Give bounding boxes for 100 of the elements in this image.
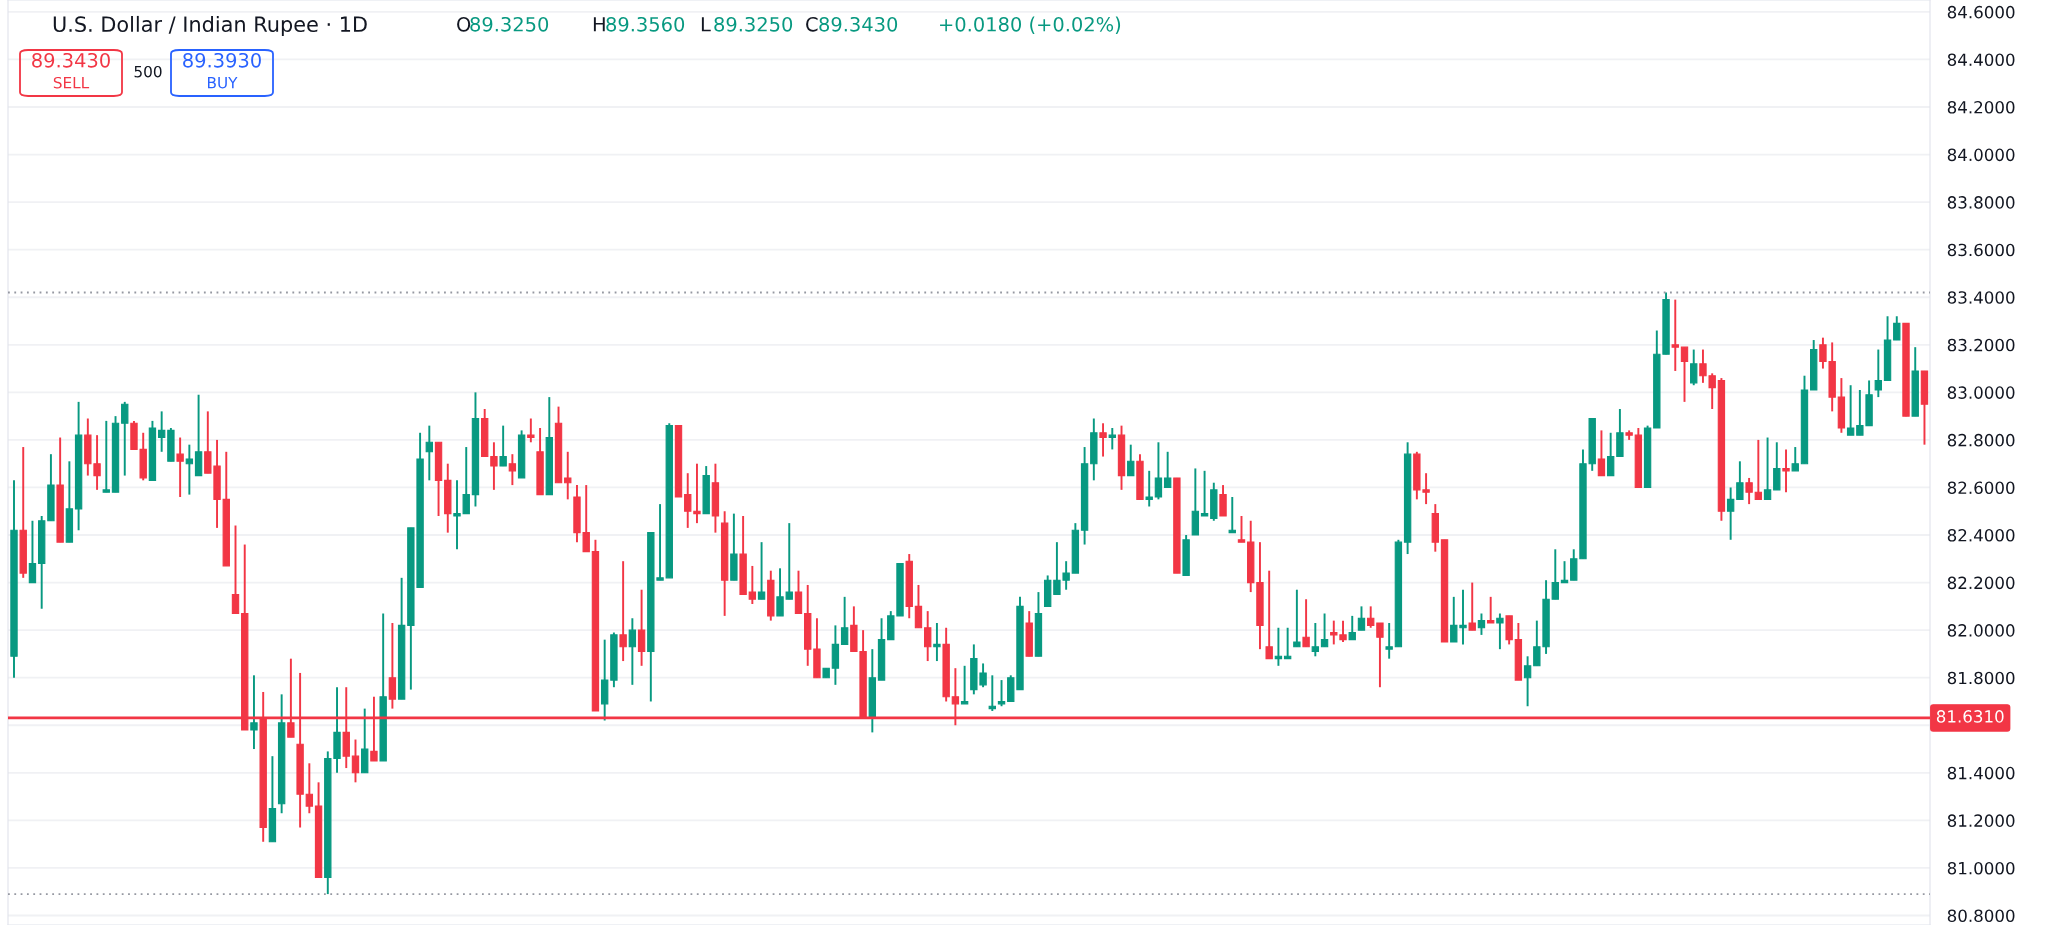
candlestick <box>185 443 194 496</box>
candlestick <box>794 569 803 615</box>
candlestick <box>564 450 572 501</box>
annotation: 500 <box>134 65 162 78</box>
y-tick-label: 83.0000 <box>1947 386 2015 399</box>
candlestick <box>600 638 609 722</box>
candlestick <box>1846 384 1855 437</box>
candlestick <box>1773 441 1781 491</box>
candlestick <box>1754 438 1763 501</box>
candlestick <box>28 519 37 584</box>
y-tick-label: 84.6000 <box>1947 5 2015 19</box>
candlestick <box>1228 496 1236 534</box>
candlestick <box>1597 429 1606 477</box>
candlestick <box>1154 441 1163 501</box>
y-tick-label: 83.4000 <box>1947 291 2015 304</box>
text: U.S. Dollar / Indian Rupee · 1D <box>53 15 367 37</box>
candlestick <box>924 610 932 663</box>
candlestick <box>619 560 627 663</box>
candlestick <box>1874 348 1883 399</box>
candlestick <box>1099 422 1107 458</box>
candlestick <box>1385 622 1393 660</box>
candlestick <box>1551 548 1559 601</box>
candlestick <box>1367 605 1375 629</box>
candlestick <box>508 453 517 487</box>
candlestick <box>748 564 757 605</box>
candlestick <box>425 424 434 482</box>
y-tick-label: 82.4000 <box>1947 528 2015 542</box>
y-tick-label: 84.2000 <box>1947 100 2015 114</box>
candlestick <box>1191 467 1200 536</box>
candlestick <box>1496 612 1504 651</box>
candlestick <box>1726 486 1735 541</box>
candlestick <box>176 436 184 498</box>
y-tick-label: 83.6000 <box>1947 243 2015 257</box>
candlestick <box>1357 605 1366 632</box>
candlestick <box>933 622 941 663</box>
candlestick <box>490 441 498 491</box>
candlestick <box>1616 408 1624 458</box>
candlestick <box>499 424 507 468</box>
candlestick <box>1486 595 1495 624</box>
candlestick <box>1108 427 1116 451</box>
candlestick <box>351 738 360 784</box>
candlestick <box>1606 431 1615 477</box>
candlestick <box>1265 569 1273 660</box>
candlestick <box>1745 476 1753 506</box>
annotation: SELL <box>53 76 90 89</box>
y-tick-label: 83.2000 <box>1947 338 2015 352</box>
y-tick-label: 80.8000 <box>1947 909 2015 923</box>
candlestick <box>1680 346 1689 403</box>
candlestick <box>1671 298 1679 372</box>
candlestick <box>1219 484 1227 517</box>
y-tick-label: 82.0000 <box>1947 624 2015 637</box>
candlestick <box>1348 614 1356 641</box>
y-tick-label: 84.0000 <box>1947 148 2015 162</box>
candlestick <box>1468 581 1476 632</box>
candlestick <box>1293 588 1301 648</box>
candlestick <box>1763 436 1772 501</box>
candlestick <box>628 617 637 686</box>
candlestick <box>840 595 849 646</box>
annotation: C89.3430 <box>806 16 898 32</box>
candlestick <box>1736 460 1744 501</box>
candlestick <box>527 417 535 444</box>
y-tick-label: 81.2000 <box>1947 814 2015 827</box>
candlestick <box>1782 448 1790 494</box>
candlestick <box>1145 469 1153 508</box>
candlestick <box>121 400 129 477</box>
annotation: H89.3560 <box>593 16 685 32</box>
annotation: 89.3430 <box>32 52 110 68</box>
candlestick <box>637 588 646 667</box>
y-tick-label: 83.8000 <box>1947 196 2015 209</box>
candlestick <box>757 541 766 601</box>
candlestick <box>1237 515 1246 544</box>
candlestick <box>1690 348 1698 387</box>
candlestick <box>102 419 110 494</box>
y-tick-label: 82.8000 <box>1947 433 2015 447</box>
candlestick <box>1311 622 1320 658</box>
candlestick <box>1477 612 1486 636</box>
candlestick <box>157 410 166 453</box>
candlestick <box>194 393 203 477</box>
candlestick <box>1523 655 1532 708</box>
candlestick <box>1200 469 1209 517</box>
candlestick <box>1320 612 1329 648</box>
candlestick <box>1791 446 1799 472</box>
ref-line-label: 81.6310 <box>1936 710 2004 723</box>
candlestick <box>1505 614 1513 646</box>
y-tick-label: 82.6000 <box>1947 481 2015 495</box>
candlestick <box>1163 450 1172 489</box>
candlestick <box>361 707 369 774</box>
y-tick-label: 81.0000 <box>1947 861 2015 875</box>
candlestick <box>231 524 240 615</box>
candlestick <box>960 664 969 705</box>
candlestick <box>997 679 1006 708</box>
candlestick <box>914 583 923 629</box>
candlestick <box>388 622 397 710</box>
annotation: BUY <box>208 77 238 89</box>
candlestick <box>1127 443 1135 477</box>
candlestick <box>831 624 840 686</box>
y-tick-label: 81.8000 <box>1947 671 2015 685</box>
y-tick-label: 84.4000 <box>1947 53 2015 67</box>
candlestick <box>1302 598 1310 648</box>
annotation: +0.0180 (+0.02%) <box>940 16 1121 34</box>
